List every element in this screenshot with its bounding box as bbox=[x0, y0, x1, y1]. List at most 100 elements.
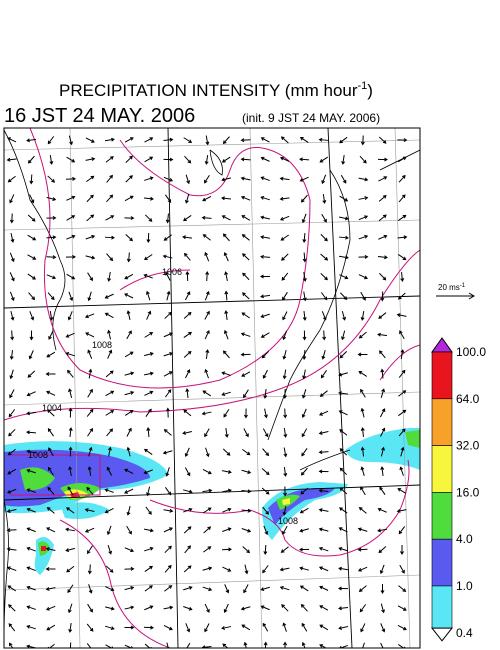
wind-arrow bbox=[165, 407, 170, 418]
wind-arrow bbox=[202, 488, 213, 493]
wind-arrow bbox=[398, 409, 407, 417]
colorbar-segment bbox=[431, 351, 453, 400]
wind-arrow bbox=[26, 391, 36, 397]
wind-arrow bbox=[204, 603, 210, 613]
wind-arrow bbox=[221, 196, 232, 201]
wind-arrow bbox=[338, 216, 349, 221]
wind-arrow bbox=[185, 271, 190, 282]
colorbar: 100.0 64.0 32.0 16.0 4.0 1.0 0.4 bbox=[430, 337, 486, 642]
wind-arrow bbox=[204, 310, 210, 320]
wind-arrow bbox=[338, 586, 349, 591]
wind-arrow bbox=[8, 409, 16, 418]
wind-arrow bbox=[146, 427, 151, 438]
wind-arrow bbox=[48, 330, 54, 340]
wind-arrow bbox=[202, 468, 212, 475]
wind-arrow bbox=[163, 234, 172, 241]
wind-arrow bbox=[27, 370, 36, 378]
wind-arrow bbox=[240, 352, 251, 357]
wind-arrow bbox=[281, 253, 289, 261]
wind-arrow bbox=[185, 369, 191, 379]
wind-arrow bbox=[281, 604, 289, 612]
wind-arrow bbox=[224, 271, 229, 282]
wind-arrow bbox=[85, 137, 95, 143]
wind-arrow bbox=[9, 291, 15, 302]
wind-arrow bbox=[106, 525, 112, 536]
wind-arrow bbox=[87, 545, 93, 555]
wind-arrow bbox=[282, 350, 287, 360]
wind-arrow bbox=[397, 292, 406, 300]
wind-arrow bbox=[183, 252, 191, 261]
colorbar-segment bbox=[431, 398, 453, 446]
wind-arrow bbox=[125, 155, 133, 164]
wind-arrow bbox=[260, 235, 271, 240]
wind-arrow bbox=[162, 254, 173, 259]
wind-arrow bbox=[283, 466, 288, 477]
init-time: (init. 9 JST 24 MAY. 2006) bbox=[242, 111, 380, 125]
wind-arrow bbox=[46, 390, 56, 396]
wind-arrow bbox=[184, 545, 191, 554]
wind-arrow bbox=[45, 547, 56, 551]
contour-label: 1008 bbox=[92, 340, 112, 350]
wind-arrow bbox=[202, 234, 211, 241]
wind-arrow bbox=[202, 507, 212, 514]
wind-arrow bbox=[166, 290, 171, 301]
wind-arrow bbox=[321, 311, 327, 321]
wind-arrow bbox=[87, 272, 93, 282]
wind-arrow bbox=[183, 565, 192, 573]
wind-arrow bbox=[319, 390, 328, 397]
wind-arrow bbox=[283, 486, 288, 497]
wind-arrow bbox=[66, 507, 75, 514]
wind-arrow bbox=[124, 195, 134, 202]
wind-arrow bbox=[320, 233, 328, 242]
wind-arrow bbox=[302, 291, 307, 302]
wind-arrow bbox=[263, 388, 268, 399]
wind-arrow bbox=[87, 564, 92, 575]
wind-arrow bbox=[6, 157, 17, 162]
wind-arrow bbox=[282, 505, 287, 516]
wind-arrow bbox=[244, 564, 249, 575]
wind-arrow bbox=[144, 332, 154, 338]
wind-arrow bbox=[47, 643, 55, 648]
wind-arrow bbox=[397, 605, 407, 611]
wind-arrow bbox=[224, 584, 230, 594]
wind-arrow bbox=[143, 273, 153, 279]
wind-arrow bbox=[26, 546, 36, 552]
wind-arrow bbox=[282, 622, 287, 632]
wind-arrow bbox=[240, 176, 251, 181]
wind-arrow bbox=[358, 234, 369, 240]
wind-arrow bbox=[377, 507, 387, 513]
wind-arrow bbox=[7, 585, 17, 592]
wind-arrow bbox=[6, 547, 17, 552]
wind-arrow bbox=[339, 507, 348, 514]
wind-arrow bbox=[125, 175, 133, 183]
wind-arrow bbox=[27, 214, 36, 222]
wind-arrow bbox=[107, 329, 112, 340]
wind-arrow bbox=[359, 604, 367, 613]
wind-arrow bbox=[260, 176, 270, 182]
wind-arrow bbox=[301, 641, 306, 648]
wind-arrow bbox=[241, 234, 250, 241]
wind-arrow bbox=[105, 644, 114, 648]
wind-scale-exponent: -1 bbox=[460, 283, 466, 289]
wind-arrow bbox=[68, 446, 73, 457]
wind-arrow bbox=[282, 525, 288, 535]
wind-arrow bbox=[300, 487, 309, 495]
wind-arrow bbox=[46, 215, 57, 220]
wind-arrow bbox=[66, 215, 76, 221]
wind-arrow bbox=[124, 547, 135, 553]
colorbar-segment bbox=[431, 585, 453, 629]
wind-arrow bbox=[183, 606, 193, 611]
wind-arrow bbox=[26, 430, 37, 435]
wind-arrow bbox=[47, 175, 56, 183]
wind-arrow bbox=[144, 352, 154, 357]
wind-arrow bbox=[65, 527, 76, 532]
wind-arrow bbox=[86, 486, 94, 495]
colorbar-label: 4.0 bbox=[456, 532, 473, 546]
wind-arrow bbox=[338, 410, 348, 416]
wind-arrow bbox=[241, 528, 252, 533]
wind-arrow bbox=[65, 254, 76, 259]
wind-arrow bbox=[339, 136, 348, 144]
wind-arrow bbox=[144, 137, 154, 143]
wind-arrow bbox=[299, 547, 310, 552]
wind-arrow bbox=[146, 310, 152, 320]
